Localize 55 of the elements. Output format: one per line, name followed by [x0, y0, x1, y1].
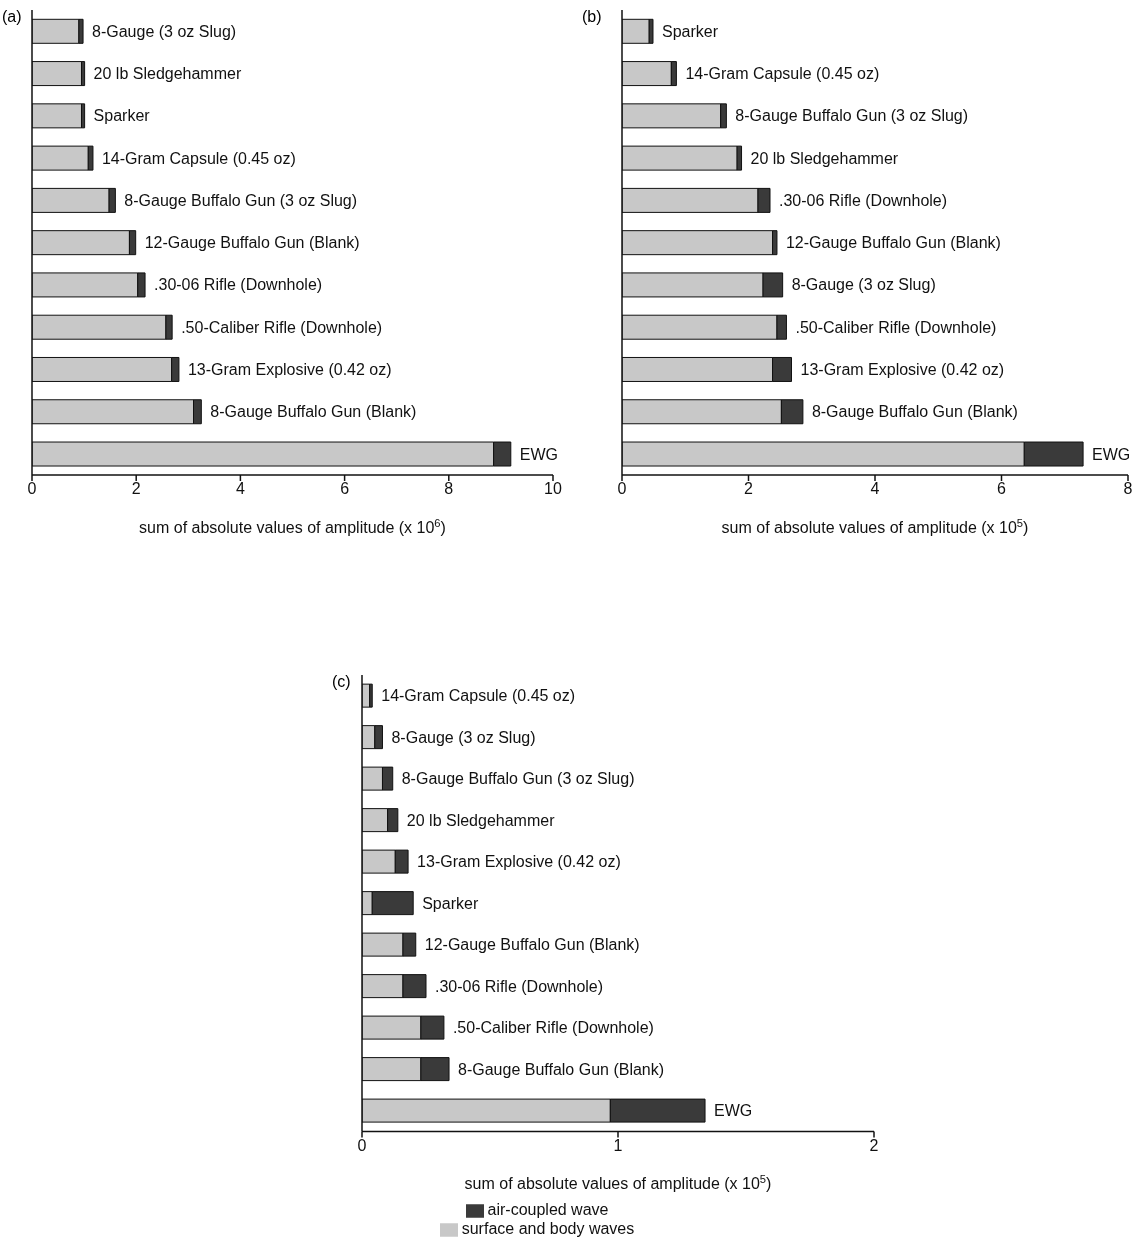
- category-label: 8-Gauge Buffalo Gun (3 oz Slug): [124, 191, 358, 209]
- x-tick-label: 8: [1123, 480, 1133, 498]
- x-tick-label: 0: [357, 1136, 367, 1154]
- category-label: 13-Gram Explosive (0.42 oz): [187, 360, 392, 378]
- category-label: 20 lb Sledgehammer: [406, 811, 555, 829]
- category-label: .30-06 Rifle (Downhole): [435, 977, 604, 995]
- x-tick-label: 4: [870, 480, 880, 498]
- x-tick-label: 0: [27, 480, 37, 498]
- category-label: .30-06 Rifle (Downhole): [779, 191, 948, 209]
- x-tick-label: 2: [131, 480, 141, 498]
- category-label: .30-06 Rifle (Downhole): [154, 276, 323, 294]
- category-label: 13-Gram Explosive (0.42 oz): [800, 360, 1005, 378]
- category-label: Sparker: [661, 22, 719, 40]
- category-label: 13-Gram Explosive (0.42 oz): [417, 853, 621, 871]
- category-label: EWG: [1092, 445, 1131, 463]
- category-label: .50-Caliber Rifle (Downhole): [181, 318, 383, 336]
- category-label: EWG: [714, 1102, 753, 1120]
- x-axis-title: sum of absolute values of amplitude (x 10$^{5}$): [721, 517, 1029, 536]
- category-label: .50-Caliber Rifle (Downhole): [795, 318, 997, 336]
- category-label: Sparker: [93, 107, 150, 125]
- category-label: 14-Gram Capsule (0.45 oz): [381, 687, 576, 705]
- category-label: .50-Caliber Rifle (Downhole): [452, 1019, 654, 1037]
- x-tick-label: 10: [544, 480, 562, 498]
- chart-title: (b): [582, 8, 602, 26]
- x-tick-label: 2: [744, 480, 754, 498]
- x-tick-label: 4: [235, 480, 245, 498]
- legend-label: air-coupled wave: [487, 1201, 609, 1219]
- x-tick-label: 0: [617, 480, 627, 498]
- x-tick-label: 2: [869, 1136, 879, 1154]
- chart-title: (c): [332, 673, 351, 691]
- x-tick-label: 6: [340, 480, 350, 498]
- category-label: 12-Gauge Buffalo Gun (Blank): [785, 234, 1001, 252]
- category-label: Sparker: [422, 894, 479, 912]
- category-label: 8-Gauge (3 oz Slug): [791, 276, 936, 294]
- x-axis-title: sum of absolute values of amplitude (x 10$^{5}$): [464, 1173, 772, 1193]
- category-label: 14-Gram Capsule (0.45 oz): [685, 65, 880, 83]
- category-label: 12-Gauge Buffalo Gun (Blank): [144, 234, 360, 252]
- category-label: 20 lb Sledgehammer: [93, 65, 242, 83]
- category-label: 8-Gauge Buffalo Gun (3 oz Slug): [401, 770, 635, 788]
- x-tick-label: 8: [444, 480, 454, 498]
- category-label: 8-Gauge Buffalo Gun (Blank): [458, 1060, 665, 1078]
- x-tick-label: 1: [613, 1136, 623, 1154]
- category-label: 8-Gauge Buffalo Gun (Blank): [811, 403, 1018, 421]
- x-axis-title: sum of absolute values of amplitude (x 10$^{6}$): [139, 517, 446, 536]
- category-label: 8-Gauge Buffalo Gun (3 oz Slug): [735, 107, 969, 125]
- category-label: 8-Gauge Buffalo Gun (Blank): [210, 403, 417, 421]
- chart-title: (a): [2, 8, 22, 26]
- category-label: 20 lb Sledgehammer: [750, 149, 899, 167]
- category-label: EWG: [519, 445, 559, 463]
- category-label: 12-Gauge Buffalo Gun (Blank): [424, 936, 640, 954]
- category-label: 14-Gram Capsule (0.45 oz): [101, 149, 296, 167]
- category-label: 8-Gauge (3 oz Slug): [391, 728, 536, 746]
- category-label: 8-Gauge (3 oz Slug): [92, 22, 237, 40]
- x-tick-label: 6: [997, 480, 1007, 498]
- legend-label: surface and body waves: [461, 1220, 635, 1238]
